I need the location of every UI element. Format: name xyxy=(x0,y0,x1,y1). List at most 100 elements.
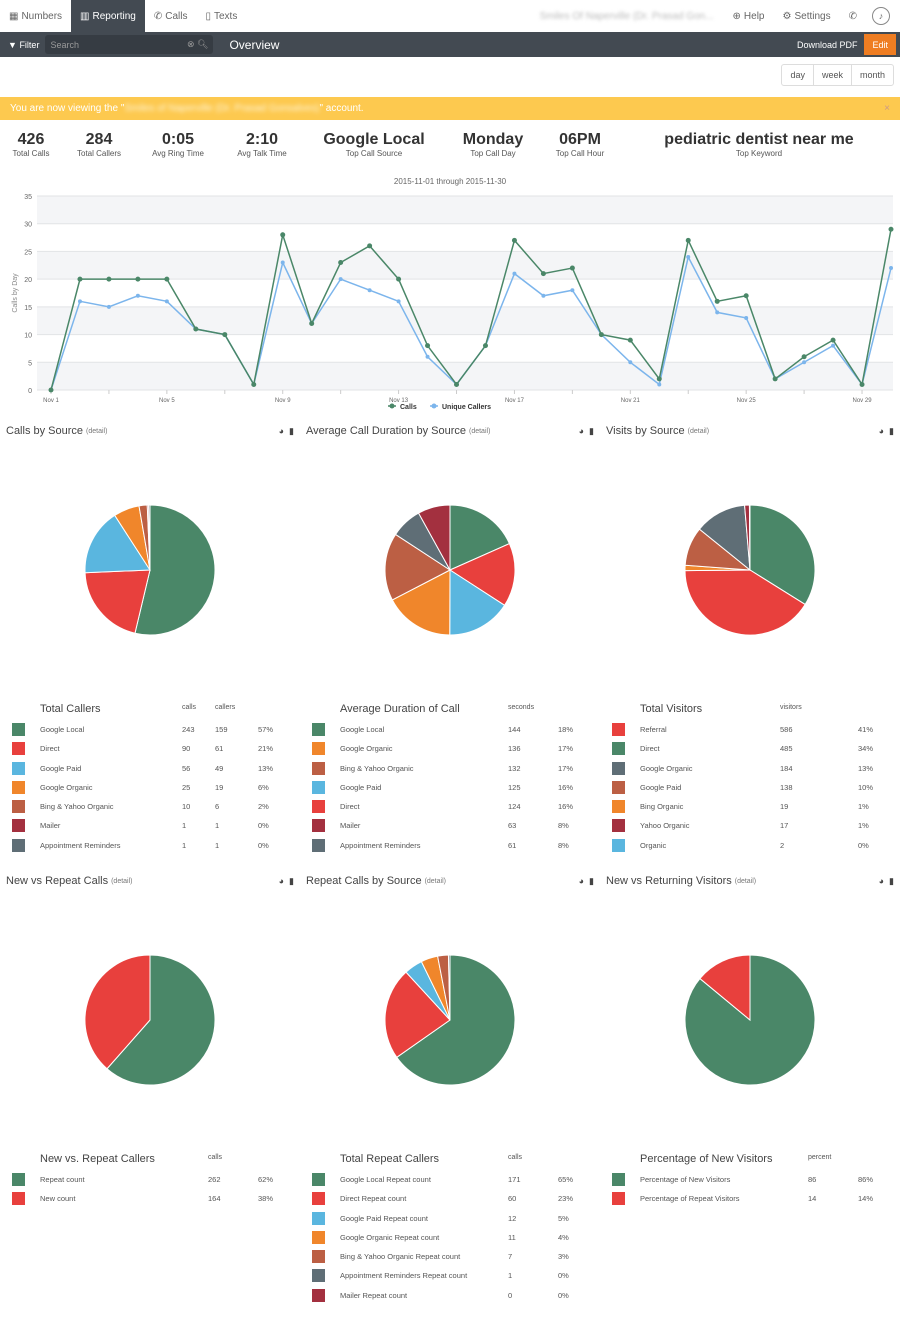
y-tick-label: 35 xyxy=(24,194,32,201)
pie-chart-icon[interactable]: ◕ xyxy=(278,425,285,436)
unique-callers-point xyxy=(541,293,546,298)
pie-slice xyxy=(684,569,806,636)
pie-chart-icon[interactable]: ◕ xyxy=(878,875,885,886)
color-swatch xyxy=(312,1230,325,1244)
legend-table: Total Repeat Callers calls Google Local Re… xyxy=(300,1150,600,1308)
row-label: New count xyxy=(40,1194,76,1204)
color-swatch xyxy=(312,761,325,775)
range-week[interactable]: week xyxy=(812,65,851,85)
x-tick-label: Nov 9 xyxy=(275,398,291,404)
bell-icon[interactable]: ♪ xyxy=(872,7,890,25)
calls-point xyxy=(77,276,83,282)
row-value: 1 xyxy=(508,1271,513,1281)
row-value: 61 xyxy=(508,840,517,850)
phone-button[interactable]: ✆ xyxy=(840,0,866,32)
row-value: 0% xyxy=(258,821,269,831)
bar-chart-icon[interactable]: ▮ xyxy=(889,875,894,886)
detail-link[interactable]: (detail) xyxy=(86,427,108,435)
table-title: Average Duration of Call xyxy=(340,703,460,715)
row-label: Google Paid xyxy=(340,782,382,792)
calls-point xyxy=(859,381,865,387)
legend-table: Percentage of New Visitors percent Percent… xyxy=(600,1150,900,1212)
settings-link[interactable]: ⚙ Settings xyxy=(782,10,831,22)
row-label: Google Local xyxy=(340,725,385,734)
range-day[interactable]: day xyxy=(790,70,805,80)
row-label: Google Paid xyxy=(40,763,82,773)
edit-button[interactable]: Edit xyxy=(864,34,896,55)
detail-link[interactable]: (detail) xyxy=(469,427,491,435)
pie-slice xyxy=(448,542,516,607)
row-value: 61 xyxy=(215,744,224,754)
close-icon[interactable]: × xyxy=(884,103,890,114)
row-value: 13% xyxy=(258,763,274,773)
unique-callers-point xyxy=(338,277,343,282)
panel-title: Average Call Duration by Source xyxy=(306,425,466,437)
color-swatch xyxy=(312,723,325,736)
panel-header: Average Call Duration by Source (detail) ◕… xyxy=(300,425,600,437)
row-value: 2 xyxy=(780,840,785,850)
row-label: Google Local Repeat count xyxy=(340,1175,431,1184)
search-icon[interactable]: 🔍︎ xyxy=(197,39,209,49)
row-value: 41% xyxy=(858,725,874,734)
legend-item: Unique Callers xyxy=(442,404,491,411)
unique-callers-point xyxy=(396,299,401,304)
download-pdf-button[interactable]: Download PDF xyxy=(796,39,858,50)
detail-link[interactable]: (detail) xyxy=(111,877,133,885)
legend-table: Average Duration of Call seconds Google Lo… xyxy=(300,700,600,858)
row-value: 132 xyxy=(508,763,521,773)
row-value: 1 xyxy=(182,821,187,831)
panel-title: New vs Returning Visitors xyxy=(606,875,732,887)
color-swatch xyxy=(612,1192,625,1206)
page-title: Overview xyxy=(229,37,280,52)
filter-button[interactable]: ▼ Filter xyxy=(8,39,40,50)
table-header: Percentage of New Visitors percent xyxy=(600,1150,900,1168)
grid-band xyxy=(37,251,893,280)
pie-chart-icon[interactable]: ◕ xyxy=(578,425,585,436)
calls-point xyxy=(338,260,344,266)
panel-title: Visits by Source xyxy=(606,425,685,437)
table-row: New count 164 38% xyxy=(0,1192,300,1211)
row-value: 159 xyxy=(215,725,228,734)
search-input[interactable]: Search ⊗ 🔍︎ xyxy=(45,35,214,54)
legend-table: Total Callers calls callers Google Local 243… xyxy=(0,700,300,858)
nav-texts[interactable]: ▯ Texts xyxy=(205,10,238,22)
table-row: Appointment Reminders 1 1 0% xyxy=(0,838,300,858)
detail-link[interactable]: (detail) xyxy=(734,877,757,885)
unique-callers-point xyxy=(280,260,285,265)
detail-link[interactable]: (detail) xyxy=(687,427,710,435)
color-swatch xyxy=(12,761,25,775)
bar-chart-icon[interactable]: ▮ xyxy=(289,875,294,886)
calls-point xyxy=(714,298,720,304)
detail-link[interactable]: (detail) xyxy=(424,877,446,885)
nav-reporting[interactable]: ▥ Reporting xyxy=(71,0,145,32)
row-label: Google Organic xyxy=(40,782,93,792)
bar-chart-icon[interactable]: ▮ xyxy=(289,425,294,436)
account-banner: You are now viewing the " Smiles of Naper… xyxy=(0,97,900,120)
clear-icon[interactable]: ⊗ xyxy=(186,39,195,49)
account-selector[interactable]: Smiles Of Naperville (Dr. Prasad Gon... xyxy=(539,10,714,22)
pie-chart-icon[interactable]: ◕ xyxy=(578,875,585,886)
row-label: Bing & Yahoo Organic Repeat count xyxy=(340,1252,461,1262)
bar-chart-icon[interactable]: ▮ xyxy=(589,875,594,886)
color-swatch xyxy=(12,1192,25,1206)
row-value: 86% xyxy=(858,1175,874,1184)
unique-callers-point xyxy=(628,360,633,365)
row-value: 138 xyxy=(780,782,793,792)
pie-chart-icon[interactable]: ◕ xyxy=(878,425,885,436)
nav-calls[interactable]: ✆ Calls xyxy=(153,10,188,22)
row-value: 21% xyxy=(258,744,274,754)
pie-slice xyxy=(148,504,151,571)
range-month[interactable]: month xyxy=(850,65,893,85)
pie-chart-icon[interactable]: ◕ xyxy=(278,875,285,886)
row-value: 14% xyxy=(858,1194,874,1204)
x-tick-label: Nov 25 xyxy=(737,398,757,404)
color-swatch xyxy=(612,819,625,833)
nav-numbers[interactable]: ▦ Numbers xyxy=(9,10,63,22)
column-header: calls xyxy=(508,1154,523,1161)
stat-total-callers: 284 Total Callers xyxy=(76,131,122,158)
bar-chart-icon[interactable]: ▮ xyxy=(889,425,894,436)
row-value: 60 xyxy=(508,1194,517,1204)
row-value: 65% xyxy=(558,1175,574,1184)
bar-chart-icon[interactable]: ▮ xyxy=(589,425,594,436)
help-link[interactable]: ⊕ Help xyxy=(732,10,765,22)
